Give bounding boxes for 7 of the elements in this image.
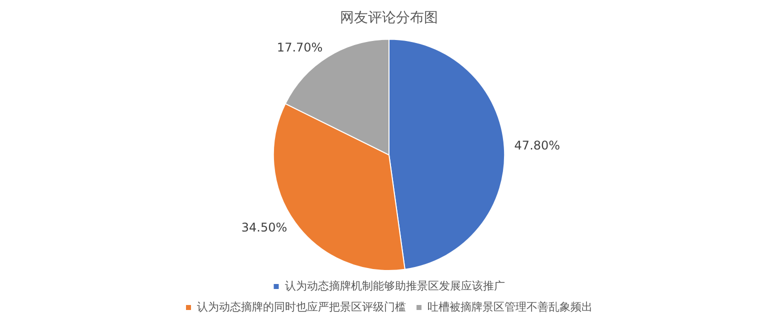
data-label: 47.80% [514,138,560,152]
legend-label: 认为动态摘牌机制能够助推景区发展应该推广 [284,279,505,292]
legend-label: 吐槽被摘牌景区管理不善乱象频出 [428,300,592,314]
data-label: 34.50% [241,220,288,235]
chart-title: 网友评论分布图 [340,10,438,26]
legend-label: 认为动态摘牌的同时也应严把景区评级门槛 [197,300,406,314]
data-label: 17.70% [276,40,323,54]
